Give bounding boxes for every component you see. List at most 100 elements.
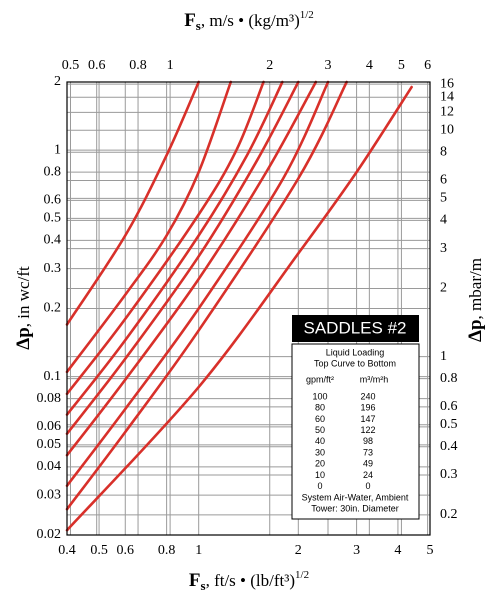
legend-heading: Liquid Loading	[326, 347, 385, 357]
legend-gpm: 50	[315, 425, 325, 435]
legend-metric: 73	[363, 447, 373, 457]
y2-tick-label: 8	[440, 144, 447, 159]
y2-tick-label: 0.3	[440, 467, 458, 482]
x2-tick-label: 2	[266, 58, 273, 73]
x-tick-label: 0.8	[158, 543, 176, 558]
x-tick-label: 0.6	[117, 543, 135, 558]
x-axis-title: Fs, ft/s • (lb/ft³)1/2	[189, 569, 309, 593]
y2-tick-label: 0.4	[440, 439, 458, 454]
y-tick-label: 0.1	[44, 369, 62, 384]
legend-gpm: 60	[315, 414, 325, 424]
y-tick-label: 0.3	[44, 261, 62, 276]
y-tick-label: 1	[54, 142, 61, 157]
curve	[65, 80, 284, 416]
y-tick-label: 2	[54, 74, 61, 89]
y-axis-title-main: Δp	[13, 327, 34, 349]
curve	[65, 80, 300, 436]
x2-tick-label: 0.8	[129, 58, 147, 73]
x2-tick-label: 0.6	[88, 58, 106, 73]
y-tick-label: 0.5	[44, 211, 62, 226]
y2-tick-label: 0.6	[440, 399, 458, 414]
curve	[65, 80, 330, 488]
x2-axis-title-rest: , m/s • (kg/m³)	[201, 11, 300, 30]
y-axis-title: Δp, in wc/ft	[13, 266, 34, 350]
y2-tick-label: 14	[440, 89, 454, 104]
x-tick-label: 5	[427, 543, 434, 558]
x-axis-title-sub: s	[201, 578, 206, 593]
y2-axis-title-main: Δp	[465, 319, 486, 341]
legend-gpm: 100	[312, 391, 327, 401]
legend-gpm: 30	[315, 447, 325, 457]
x2-tick-label: 6	[424, 58, 431, 73]
legend-note: System Air-Water, Ambient	[302, 492, 409, 502]
legend-metric: 24	[363, 470, 373, 480]
legend-metric: 0	[365, 481, 370, 491]
legend-box	[291, 343, 420, 520]
x2-axis-title: Fs, m/s • (kg/m³)1/2	[184, 9, 314, 33]
y2-tick-label: 2	[440, 281, 447, 296]
y2-tick-label: 10	[440, 122, 454, 137]
plot-border	[66, 81, 431, 536]
x-tick-label: 0.4	[58, 543, 76, 558]
legend-heading: Top Curve to Bottom	[314, 358, 396, 368]
curve	[65, 80, 200, 326]
legend-metric: 240	[360, 391, 375, 401]
title-box	[292, 315, 419, 342]
y-tick-label: 0.2	[44, 301, 62, 316]
x-axis-title-rest: , ft/s • (lb/ft³)	[206, 571, 295, 590]
y2-axis-title-rest: , mbar/m	[466, 258, 485, 319]
x2-tick-label: 1	[167, 58, 174, 73]
chart-title: SADDLES #2	[304, 318, 407, 337]
x2-tick-label: 0.5	[62, 58, 80, 73]
legend-gpm: 0	[317, 481, 322, 491]
y-tick-label: 0.08	[37, 391, 62, 406]
x2-tick-label: 4	[366, 58, 373, 73]
legend-gpm: 80	[315, 403, 325, 413]
curve	[65, 80, 348, 511]
x2-axis-title-sup: 1/2	[300, 9, 314, 21]
y2-tick-label: 4	[440, 213, 447, 228]
legend-note: Tower: 30in. Diameter	[311, 503, 399, 513]
legend-gpm: 20	[315, 459, 325, 469]
x-tick-label: 4	[394, 543, 401, 558]
y2-tick-label: 3	[440, 241, 447, 256]
legend-metric: 49	[363, 459, 373, 469]
y2-tick-label: 12	[440, 105, 454, 120]
y2-tick-label: 0.2	[440, 507, 458, 522]
y-tick-label: 0.04	[37, 459, 62, 474]
x-tick-label: 3	[353, 543, 360, 558]
y-tick-label: 0.03	[37, 487, 62, 502]
x2-tick-label: 5	[398, 58, 405, 73]
legend-column-header: m³/m²h	[360, 374, 389, 384]
legend-gpm: 10	[315, 470, 325, 480]
x-axis-title-main: F	[189, 570, 201, 591]
curves	[65, 80, 413, 532]
y-tick-label: 0.02	[37, 527, 62, 542]
y2-tick-label: 16	[440, 76, 454, 91]
legend-metric: 196	[360, 403, 375, 413]
x-tick-label: 1	[195, 543, 202, 558]
legend-metric: 98	[363, 436, 373, 446]
y-tick-label: 0.05	[37, 437, 62, 452]
y2-tick-label: 6	[440, 173, 447, 188]
legend-gpm: 40	[315, 436, 325, 446]
curve	[65, 80, 233, 374]
x2-tick-label: 3	[325, 58, 332, 73]
x-tick-label: 2	[295, 543, 302, 558]
y2-tick-label: 5	[440, 191, 447, 206]
y2-tick-label: 1	[440, 349, 447, 364]
x2-axis-title-main: F	[184, 10, 196, 31]
curve	[65, 80, 265, 396]
legend-metric: 122	[360, 425, 375, 435]
y-tick-label: 0.06	[37, 419, 62, 434]
x-axis-title-sup: 1/2	[295, 569, 309, 581]
curve	[65, 80, 318, 457]
y-tick-label: 0.4	[44, 233, 62, 248]
labels: 0.4 0.5 0.6 0.8 1 2 3 4 50.5 0.6 0.8 1 2 3 4 5 60.020.03…	[13, 9, 486, 593]
y-axis-title-rest: , in wc/ft	[14, 266, 33, 327]
y2-axis-title: Δp, mbar/m	[465, 258, 486, 342]
curve	[65, 85, 413, 532]
x2-axis-title-sub: s	[196, 18, 201, 33]
